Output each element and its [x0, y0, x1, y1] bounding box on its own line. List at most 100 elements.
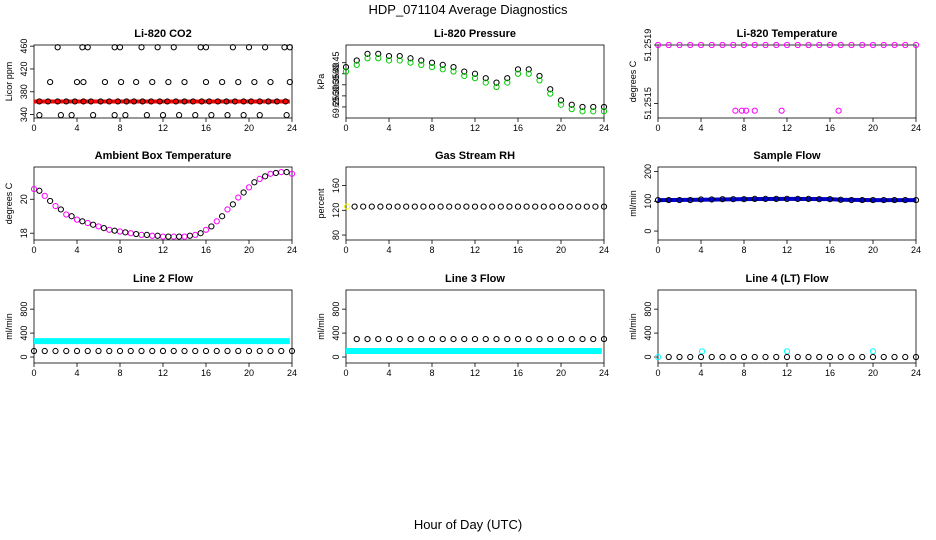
plot-frame	[657, 44, 917, 119]
data-point	[342, 68, 350, 75]
data-point	[278, 168, 285, 176]
data-point	[80, 98, 87, 105]
data-point	[687, 41, 694, 49]
data-point	[428, 64, 436, 71]
data-point	[407, 59, 414, 66]
y-tick-label: 800	[331, 302, 341, 317]
data-point	[133, 78, 140, 86]
data-point	[282, 98, 289, 105]
data-point	[751, 195, 758, 202]
data-point	[428, 203, 436, 210]
x-tick-label: 12	[470, 123, 480, 133]
series-1	[36, 44, 293, 119]
plot-frame	[345, 44, 605, 119]
panel-line3: Line 3 Flow 0 4 8 12 16 20 24 0 400 800 ml/min	[316, 273, 609, 378]
data-point	[743, 107, 750, 114]
x-tick-label: 12	[782, 123, 792, 133]
data-point	[111, 44, 118, 51]
figure-title: HDP_071104 Average Diagnostics	[368, 2, 568, 17]
data-point	[697, 41, 705, 49]
data-point	[590, 108, 597, 115]
data-point	[224, 347, 231, 355]
data-point	[493, 79, 500, 86]
data-point	[176, 112, 183, 119]
data-point	[540, 203, 547, 210]
data-point	[826, 196, 834, 203]
data-point	[730, 196, 737, 203]
x-tick-label: 12	[158, 245, 168, 255]
x-tick-label: 16	[825, 123, 835, 133]
panel-line2: Line 2 Flow 0 4 8 12 16 20 24 0 400 800 ml/min	[4, 273, 297, 378]
y-tick-label: 69.35	[331, 74, 341, 97]
data-point	[73, 216, 81, 223]
data-point	[245, 44, 253, 51]
data-point	[450, 64, 457, 71]
data-point	[719, 196, 726, 203]
data-point	[54, 44, 61, 51]
data-point	[396, 52, 403, 60]
panel-sample: Sample Flow 0 4 8 12 16 20 24 0 100 200 ml/min	[628, 150, 921, 255]
data-point	[117, 78, 125, 86]
data-point	[471, 203, 479, 210]
data-point	[525, 66, 532, 73]
data-point	[130, 98, 138, 105]
data-point	[394, 203, 401, 210]
x-tick-label: 16	[513, 368, 523, 378]
data-point	[164, 98, 171, 105]
panel-temp: Li-820 Temperature 0 4 8 12 16 20 24 51.2515 51.2…	[628, 28, 921, 133]
data-point	[480, 203, 487, 210]
y-tick-label: 51.2515	[643, 87, 653, 120]
data-point	[231, 98, 239, 105]
data-point	[794, 195, 801, 202]
data-point	[600, 335, 608, 343]
data-point	[181, 347, 188, 355]
data-point	[73, 78, 81, 86]
x-tick-label: 8	[429, 368, 434, 378]
y-tick-label: 460	[19, 39, 29, 54]
x-tick-label: 4	[698, 123, 703, 133]
panel-rh: Gas Stream RH 0 4 8 12 16 20 24 80 120 160 percent	[316, 150, 609, 255]
data-point	[385, 203, 393, 210]
data-point	[286, 78, 293, 86]
data-point	[116, 44, 124, 51]
data-point	[240, 189, 247, 196]
x-tick-label: 0	[31, 123, 36, 133]
data-point	[251, 78, 258, 86]
data-point	[439, 335, 446, 343]
panel-title: Line 2 Flow	[133, 273, 193, 285]
panel-title: Line 3 Flow	[445, 273, 505, 285]
data-point	[783, 353, 791, 361]
data-point	[730, 353, 737, 361]
data-point	[79, 218, 86, 225]
data-point	[557, 101, 565, 108]
data-point	[256, 347, 263, 355]
data-point	[912, 353, 920, 361]
data-point	[471, 75, 479, 82]
data-point	[342, 64, 350, 71]
plot-frame	[657, 289, 917, 364]
data-point	[523, 203, 530, 210]
data-point	[859, 196, 866, 204]
data-point	[248, 98, 255, 105]
data-point	[229, 44, 236, 51]
data-point	[396, 335, 403, 343]
data-point	[256, 175, 263, 182]
data-point	[902, 41, 909, 49]
x-tick-label: 20	[556, 123, 566, 133]
data-point	[272, 169, 279, 177]
data-point	[30, 185, 38, 193]
y-tick-label: 800	[19, 302, 29, 317]
data-point	[84, 219, 91, 227]
data-point	[52, 347, 59, 355]
x-tick-label: 8	[117, 368, 122, 378]
data-point	[547, 90, 554, 97]
data-point	[579, 103, 586, 111]
series-line	[657, 196, 916, 203]
data-point	[816, 196, 823, 203]
data-point	[360, 203, 367, 210]
y-tick-label: 380	[19, 84, 29, 99]
data-point	[461, 335, 468, 343]
data-point	[90, 112, 97, 119]
data-point	[156, 98, 163, 105]
data-point	[837, 353, 844, 361]
